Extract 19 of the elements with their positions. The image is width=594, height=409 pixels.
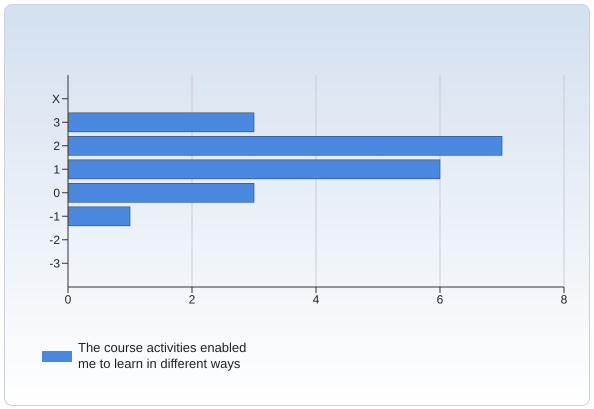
y-tick-label: 1 [53, 162, 60, 177]
y-tick-label: 2 [53, 139, 60, 154]
y-tick-label: -1 [49, 210, 60, 224]
y-tick-label: 0 [53, 186, 60, 200]
bar [68, 136, 502, 156]
y-tick-label: -2 [49, 233, 60, 248]
x-tick-label: 0 [64, 292, 72, 307]
y-tick-label: X [52, 92, 60, 106]
bar [68, 112, 254, 132]
y-tick-label: 3 [53, 116, 60, 130]
text: The course activities enabled me to learn in different ways [78, 340, 248, 372]
bar [68, 206, 130, 226]
x-tick-label: 6 [436, 292, 444, 307]
bar [68, 160, 440, 180]
x-tick-label: 8 [560, 292, 568, 307]
x-tick-label: 2 [188, 292, 196, 307]
bar [68, 183, 254, 203]
x-tick-label: 4 [312, 292, 320, 307]
y-tick-label: -3 [49, 256, 60, 271]
